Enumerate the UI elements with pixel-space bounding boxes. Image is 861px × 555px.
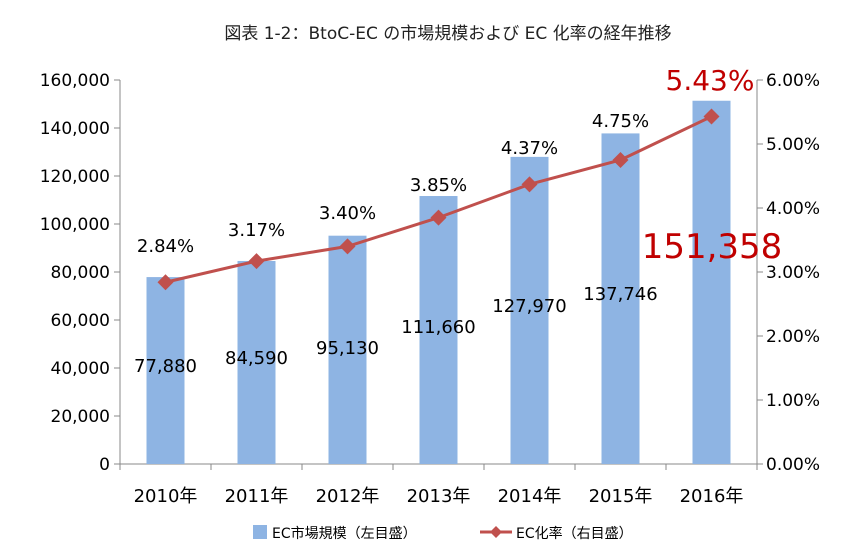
data-labels: 77,880 84,590 95,130 111,660 127,970 137,746 1… — [134, 64, 782, 377]
bar — [237, 260, 276, 464]
left-tick-label: 80,000 — [51, 263, 110, 283]
bar — [146, 277, 185, 464]
bar-value-label: 137,746 — [583, 284, 657, 305]
left-tick-label: 140,000 — [40, 119, 110, 139]
x-category-label: 2013年 — [407, 486, 471, 507]
left-tick-label: 160,000 — [40, 71, 110, 91]
rate-value-label: 3.85% — [410, 175, 467, 196]
x-category-label: 2015年 — [589, 486, 653, 507]
rate-marker — [430, 209, 447, 226]
x-category-label: 2014年 — [498, 486, 562, 507]
legend-line-label: EC化率（右目盛） — [516, 525, 633, 542]
bar — [510, 156, 549, 464]
right-tick-label: 2.00% — [766, 327, 820, 347]
bar-value-label: 127,970 — [492, 296, 566, 317]
right-tick-label: 3.00% — [766, 263, 820, 283]
rate-marker — [157, 274, 174, 291]
rate-marker — [339, 238, 356, 255]
rate-marker — [703, 108, 720, 125]
bar — [328, 235, 367, 464]
bar-series — [146, 100, 731, 465]
bar-value-label: 84,590 — [225, 348, 288, 369]
right-tick-label: 1.00% — [766, 391, 820, 411]
rate-marker — [612, 152, 629, 168]
rate-value-label: 4.37% — [501, 138, 558, 159]
left-tick-label: 0 — [99, 455, 110, 475]
left-tick-label: 20,000 — [51, 407, 110, 427]
legend-bar-swatch — [253, 525, 267, 539]
bar-value-label: 77,880 — [134, 356, 197, 377]
axes: 0 20,000 40,000 60,000 80,000 100,000 120,000 1… — [40, 71, 820, 507]
legend-bar-label: EC市場規模（左目盛） — [272, 525, 417, 542]
rate-marker — [521, 176, 538, 193]
x-category-label: 2016年 — [680, 486, 744, 507]
legend-line-marker — [490, 526, 502, 538]
bar — [601, 133, 640, 464]
right-tick-label: 5.00% — [766, 135, 820, 155]
bar-value-label-highlight: 151,358 — [642, 227, 783, 267]
rate-value-label: 3.17% — [228, 220, 285, 241]
rate-line-series — [157, 108, 720, 291]
x-category-label: 2011年 — [225, 486, 289, 507]
rate-marker — [248, 253, 265, 270]
chart-title: 図表 1-2：BtoC-EC の市場規模および EC 化率の経年推移 — [224, 24, 671, 44]
left-tick-label: 40,000 — [51, 359, 110, 379]
right-tick-label: 4.00% — [766, 199, 820, 219]
bar — [419, 196, 458, 465]
right-tick-label: 0.00% — [766, 455, 820, 475]
left-tick-label: 120,000 — [40, 167, 110, 187]
legend: EC市場規模（左目盛） EC化率（右目盛） — [253, 525, 633, 542]
x-category-label: 2012年 — [316, 486, 380, 507]
bar-value-label: 111,660 — [401, 317, 475, 338]
left-tick-label: 60,000 — [51, 311, 110, 331]
bar-value-label: 95,130 — [316, 338, 379, 359]
x-category-label: 2010年 — [134, 486, 198, 507]
rate-value-label: 4.75% — [592, 111, 649, 132]
rate-value-label: 2.84% — [137, 236, 194, 257]
rate-value-label: 3.40% — [319, 203, 376, 224]
left-tick-label: 100,000 — [40, 215, 110, 235]
bar — [692, 100, 731, 465]
rate-value-label-highlight: 5.43% — [666, 64, 755, 97]
right-tick-label: 6.00% — [766, 71, 820, 91]
